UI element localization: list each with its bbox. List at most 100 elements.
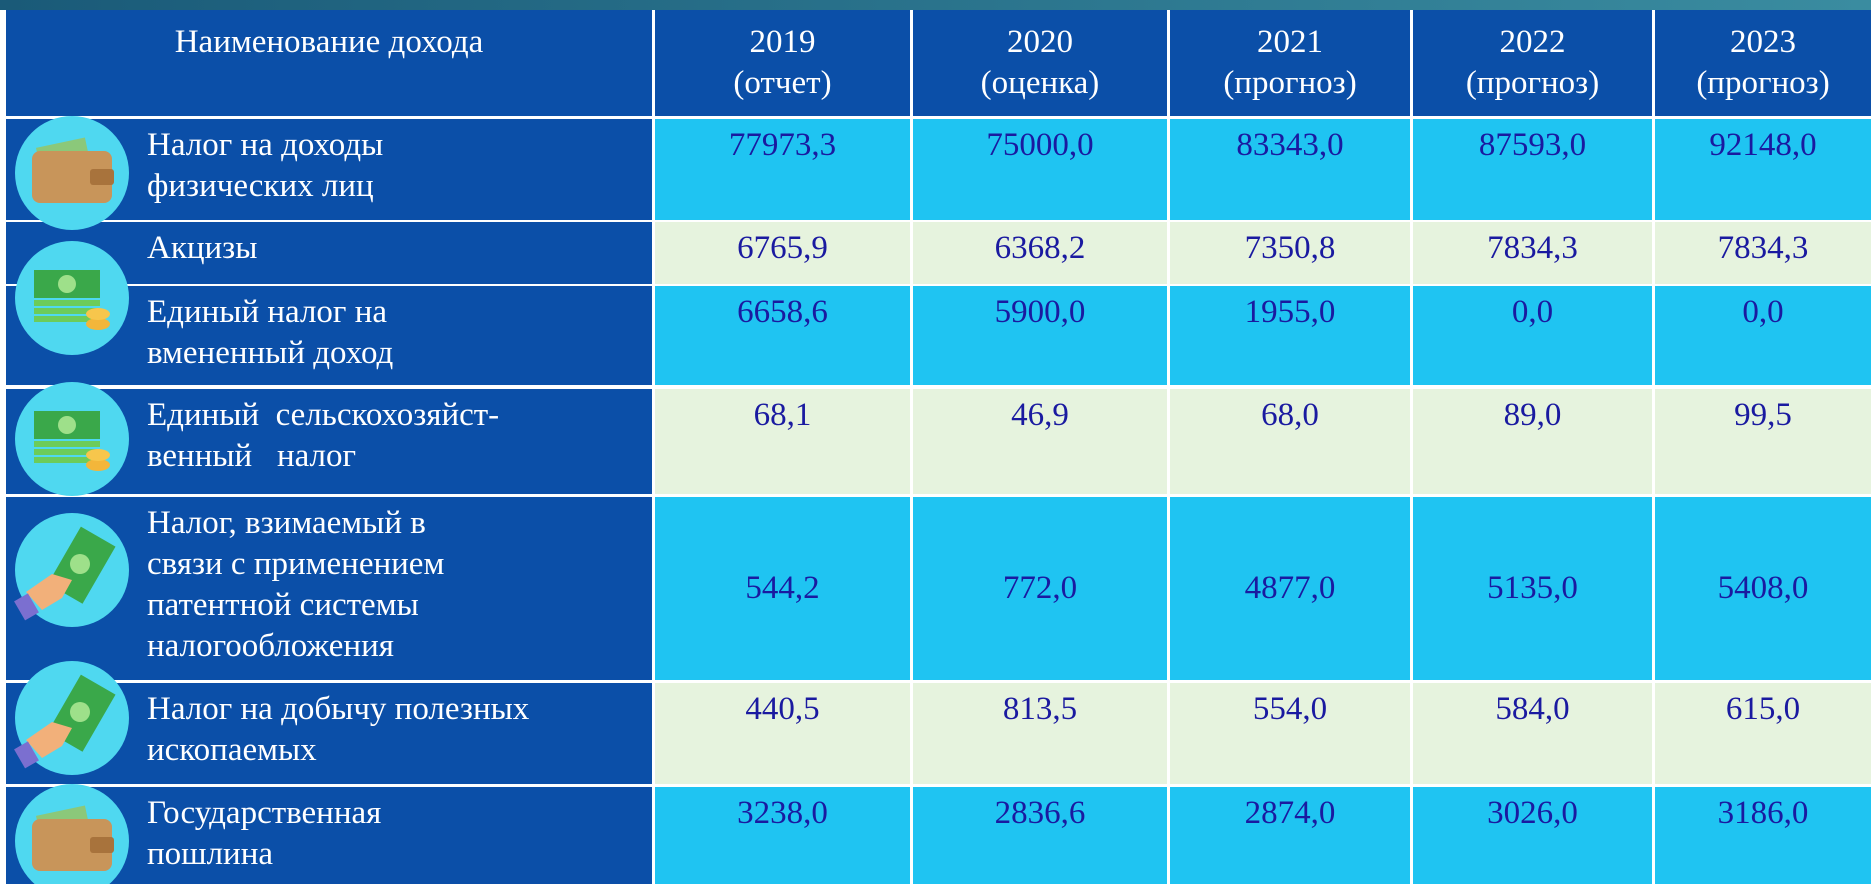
value-cell: 92148,0 xyxy=(1655,119,1871,220)
value: 440,5 xyxy=(745,691,820,727)
value-cell: 544,2 xyxy=(655,497,910,680)
value-cell: 584,0 xyxy=(1413,683,1652,784)
value: 1955,0 xyxy=(1244,294,1336,330)
value-cell: 0,0 xyxy=(1413,286,1652,385)
value: 83343,0 xyxy=(1236,127,1344,163)
value-cell: 7350,8 xyxy=(1170,222,1410,284)
value-cell: 2874,0 xyxy=(1170,787,1410,884)
name-line: ископаемых xyxy=(147,732,317,768)
wallet-icon xyxy=(15,116,129,230)
value-cell: 68,0 xyxy=(1170,389,1410,494)
name-line: налогообложения xyxy=(147,628,394,664)
value-cell: 7834,3 xyxy=(1413,222,1652,284)
value: 5408,0 xyxy=(1717,570,1809,606)
value: 75000,0 xyxy=(986,127,1094,163)
year-note: (прогноз) xyxy=(1223,65,1357,101)
hand-icon xyxy=(14,513,130,627)
value: 77973,3 xyxy=(728,127,837,163)
header-cell: 2022 (прогноз) xyxy=(1413,10,1652,116)
value: 7350,8 xyxy=(1244,230,1336,266)
header-cell: 2020 (оценка) xyxy=(913,10,1167,116)
value-cell: 6658,6 xyxy=(655,286,910,385)
value-cell: 7834,3 xyxy=(1655,222,1871,284)
value-cell: 5408,0 xyxy=(1655,497,1871,680)
value: 615,0 xyxy=(1725,691,1801,727)
value-cell: 1955,0 xyxy=(1170,286,1410,385)
name-line: Налог на доходы xyxy=(147,127,384,163)
value-cell: 440,5 xyxy=(655,683,910,784)
value: 554,0 xyxy=(1252,691,1328,727)
year: 2020 xyxy=(1007,24,1073,60)
value-cell: 5135,0 xyxy=(1413,497,1652,680)
name-line: Налог на добычу полезных xyxy=(147,691,530,727)
value: 7834,3 xyxy=(1717,230,1809,266)
money-icon xyxy=(15,382,129,496)
value-cell: 554,0 xyxy=(1170,683,1410,784)
name-line: патентной системы xyxy=(147,587,419,623)
value: 89,0 xyxy=(1503,397,1562,433)
money-icon xyxy=(15,241,129,355)
name-line: Единый налог на xyxy=(147,294,388,330)
year-note: (оценка) xyxy=(980,65,1100,101)
value-cell: 2836,6 xyxy=(913,787,1167,884)
value-cell: 0,0 xyxy=(1655,286,1871,385)
year: 2021 xyxy=(1257,24,1323,60)
header-cell: 2023 (прогноз) xyxy=(1655,10,1871,116)
value: 2874,0 xyxy=(1244,795,1336,831)
value: 6765,9 xyxy=(737,230,828,266)
value-cell: 5900,0 xyxy=(913,286,1167,385)
value: 87593,0 xyxy=(1478,127,1587,163)
value: 4877,0 xyxy=(1244,570,1336,606)
value-cell: 3186,0 xyxy=(1655,787,1871,884)
value-cell: 99,5 xyxy=(1655,389,1871,494)
value: 3026,0 xyxy=(1487,795,1578,831)
name-line: Акцизы xyxy=(147,230,258,266)
year-note: (отчет) xyxy=(733,65,832,101)
value: 3186,0 xyxy=(1717,795,1809,831)
value-cell: 77973,3 xyxy=(655,119,910,220)
year: 2022 xyxy=(1499,24,1566,60)
value: 92148,0 xyxy=(1709,127,1817,163)
value: 0,0 xyxy=(1742,294,1784,330)
value-cell: 83343,0 xyxy=(1170,119,1410,220)
value-cell: 6368,2 xyxy=(913,222,1167,284)
value-cell: 615,0 xyxy=(1655,683,1871,784)
value-cell: 4877,0 xyxy=(1170,497,1410,680)
value: 7834,3 xyxy=(1487,230,1578,266)
value-cell: 3238,0 xyxy=(655,787,910,884)
value-cell: 772,0 xyxy=(913,497,1167,680)
name-line: физических лиц xyxy=(147,168,374,204)
wallet-icon xyxy=(15,784,129,884)
value-cell: 89,0 xyxy=(1413,389,1652,494)
value-cell: 3026,0 xyxy=(1413,787,1652,884)
income-name: Единый налог на вмененный доход xyxy=(6,286,652,385)
name-line: венный налог xyxy=(147,438,357,474)
hand-icon xyxy=(14,661,130,775)
value: 99,5 xyxy=(1734,397,1792,433)
name-line: связи с применением xyxy=(147,546,445,582)
value-cell: 68,1 xyxy=(655,389,910,494)
value-cell: 75000,0 xyxy=(913,119,1167,220)
top-strip xyxy=(0,0,1871,10)
name-line: Налог, взимаемый в xyxy=(147,505,426,541)
value: 3238,0 xyxy=(737,795,828,831)
header-cell: 2019 (отчет) xyxy=(655,10,910,116)
value: 813,5 xyxy=(1002,691,1078,727)
value: 46,9 xyxy=(1011,397,1069,433)
name-line: вмененный доход xyxy=(147,335,394,371)
value-cell: 46,9 xyxy=(913,389,1167,494)
name-line: Государственная xyxy=(147,795,382,831)
value-cell: 813,5 xyxy=(913,683,1167,784)
value: 5900,0 xyxy=(994,294,1086,330)
year-note: (прогноз) xyxy=(1465,65,1600,101)
value: 5135,0 xyxy=(1487,570,1578,606)
value: 68,1 xyxy=(753,397,812,433)
name-line: Единый сельскохозяйст- xyxy=(147,397,500,433)
value: 6658,6 xyxy=(737,294,828,330)
value: 68,0 xyxy=(1261,397,1319,433)
value: 584,0 xyxy=(1495,691,1570,727)
header-cell: 2021 (прогноз) xyxy=(1170,10,1410,116)
year: 2023 xyxy=(1730,24,1796,60)
